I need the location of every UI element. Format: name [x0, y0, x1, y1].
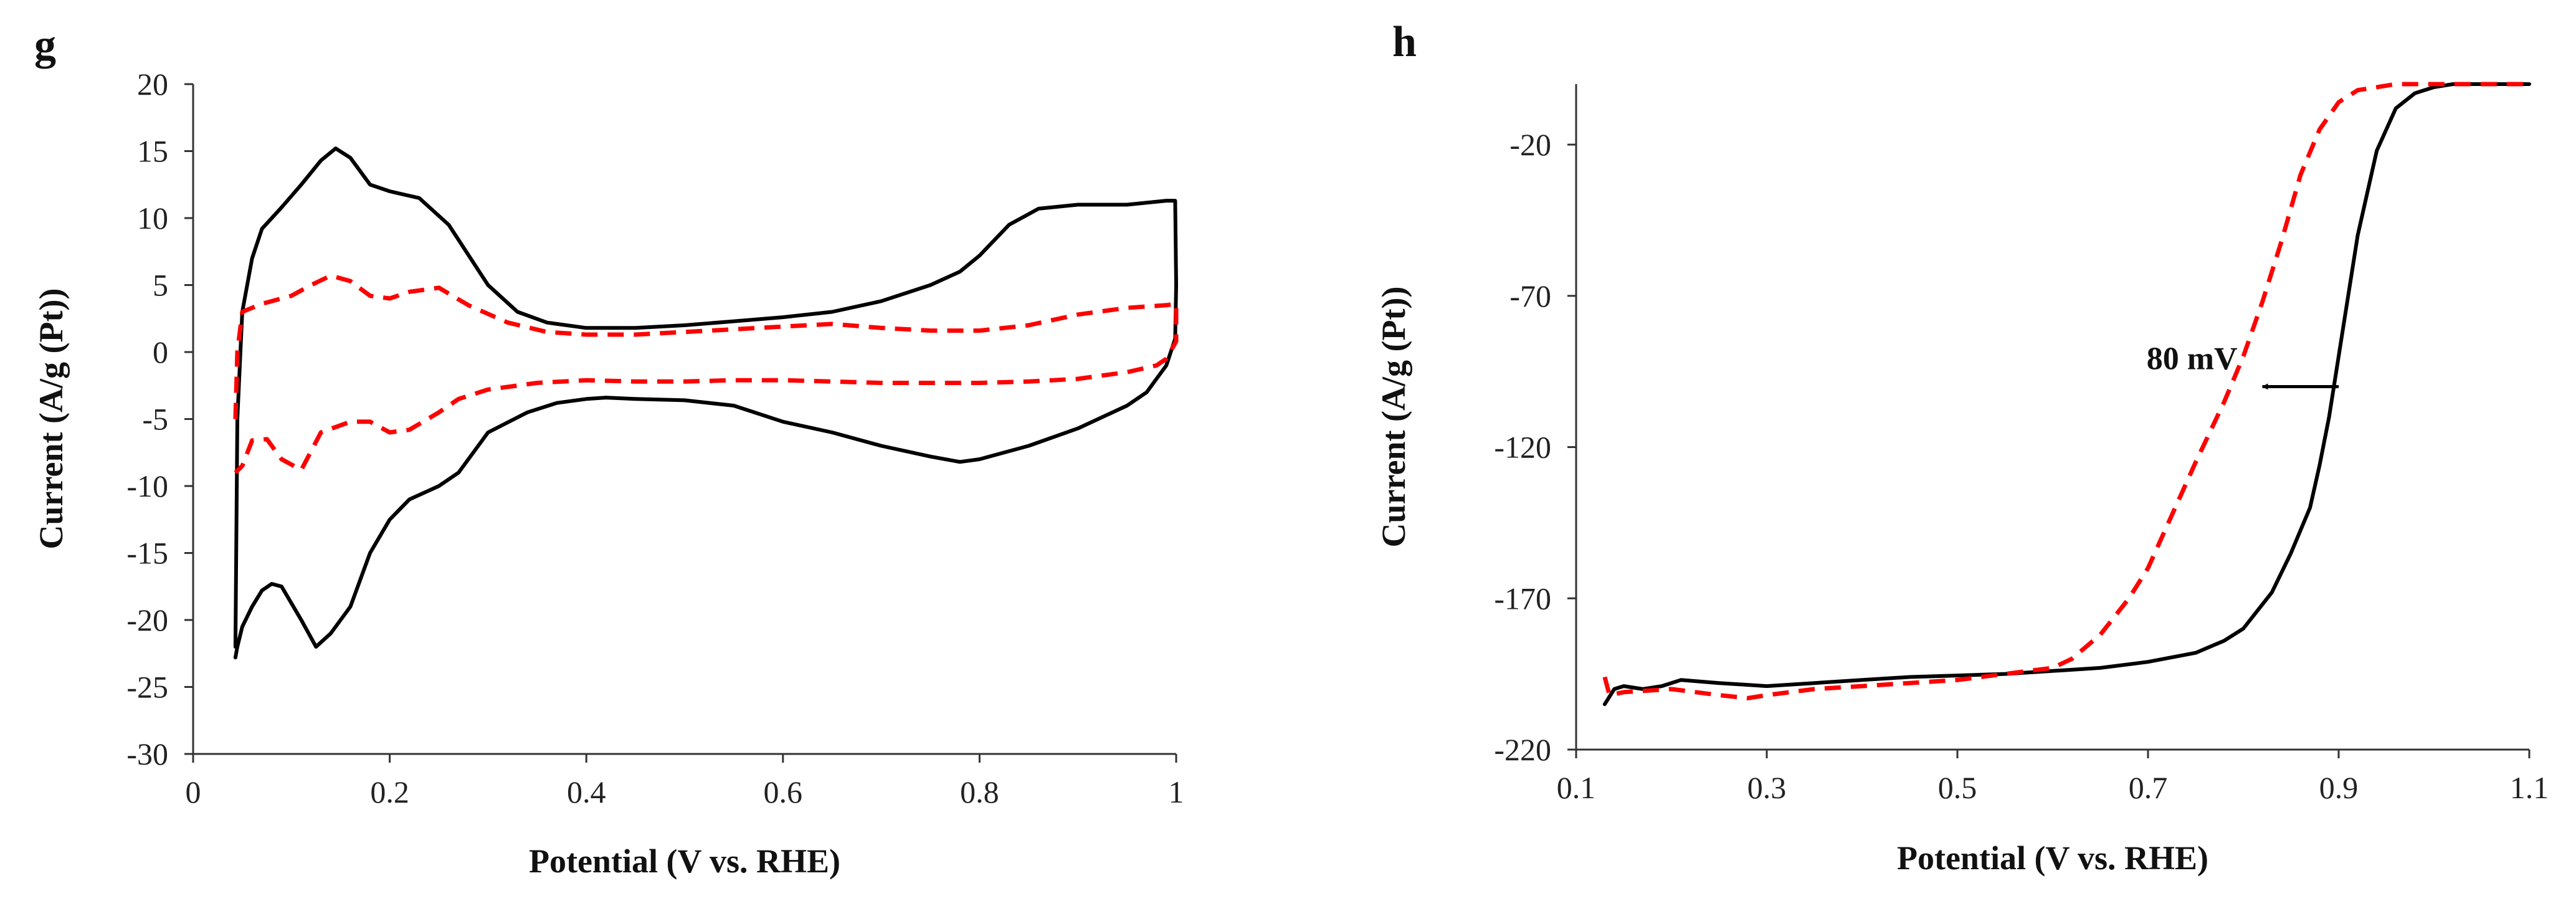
g-y-tick-label: -30	[126, 737, 168, 771]
g-x-tick-label: 0.2	[370, 775, 409, 809]
g-y-tick-label: -20	[126, 603, 168, 637]
panel-letter-g: g	[34, 21, 56, 69]
panel-h: h 0.1 0.3 0.5 0.7 0.9 1.1 -20-70-120-170-220 …	[1375, 18, 2549, 877]
h-x-tick-label: 0.7	[2129, 770, 2168, 805]
h-x-tick-label: 0.9	[2319, 770, 2359, 805]
h-annotation-label: 80 mV	[2147, 341, 2238, 376]
h-x-axis-title: Potential (V vs. RHE)	[1897, 839, 2208, 877]
g-y-tick-label: -10	[126, 469, 168, 503]
g-series-solid	[233, 146, 1178, 660]
g-y-tick-label: -25	[126, 670, 168, 705]
h-y-tick-label: -70	[1509, 279, 1551, 313]
g-x-axis-title: Potential (V vs. RHE)	[529, 842, 840, 880]
g-x-tick-label: 1	[1169, 775, 1184, 809]
g-y-axis-title: Current (A/g (Pt))	[32, 288, 70, 550]
h-y-tick-label: -170	[1494, 581, 1551, 616]
h-series-group	[1602, 82, 2531, 707]
g-y-tick-label: 0	[153, 335, 168, 369]
h-x-ticks: 0.1 0.3 0.5 0.7 0.9 1.1	[1557, 750, 2549, 805]
h-y-tick-label: -220	[1494, 732, 1551, 767]
g-y-ticks: -30 -25 -20 -15 -10 -5 0 5 10 15 20	[126, 67, 193, 771]
h-y-axis-title: Current (A/g (Pt))	[1375, 287, 1412, 548]
h-series-dashed	[1602, 82, 2529, 700]
h-y-tick-label: -20	[1509, 127, 1551, 162]
g-x-ticks: 0 0.2 0.4 0.6 0.8 1	[186, 754, 1184, 809]
g-x-tick-label: 0.8	[960, 775, 999, 809]
g-x-tick-label: 0.4	[567, 775, 606, 809]
g-x-tick-label: 0	[186, 775, 201, 809]
g-y-tick-label: 5	[153, 268, 168, 303]
h-y-tick-label: -120	[1494, 430, 1551, 465]
g-y-tick-label: -15	[126, 536, 168, 571]
h-x-tick-label: 1.1	[2510, 770, 2549, 805]
g-series-dashed	[233, 273, 1179, 475]
g-y-tick-label: -5	[142, 402, 168, 437]
h-annotation-group: 80 mV	[2147, 341, 2339, 390]
g-y-tick-label: 20	[137, 67, 168, 102]
h-x-tick-label: 0.5	[1938, 770, 1977, 805]
panel-letter-h: h	[1392, 18, 1417, 66]
h-x-tick-label: 0.3	[1747, 770, 1787, 805]
h-y-ticks: -20 -70 -120 -170 -220	[1494, 127, 1576, 767]
g-x-tick-label: 0.6	[764, 775, 803, 809]
g-y-tick-label: 15	[137, 134, 168, 169]
panel-g: g 0 0.2 0.4 0.6 0.8 1 -30 -25 -20 -15 -10 -5 0 5 10 15…	[32, 21, 1184, 880]
g-series-group	[233, 146, 1179, 660]
h-series-solid	[1602, 82, 2531, 707]
h-x-tick-label: 0.1	[1557, 770, 1596, 805]
g-y-tick-label: 10	[137, 201, 168, 236]
